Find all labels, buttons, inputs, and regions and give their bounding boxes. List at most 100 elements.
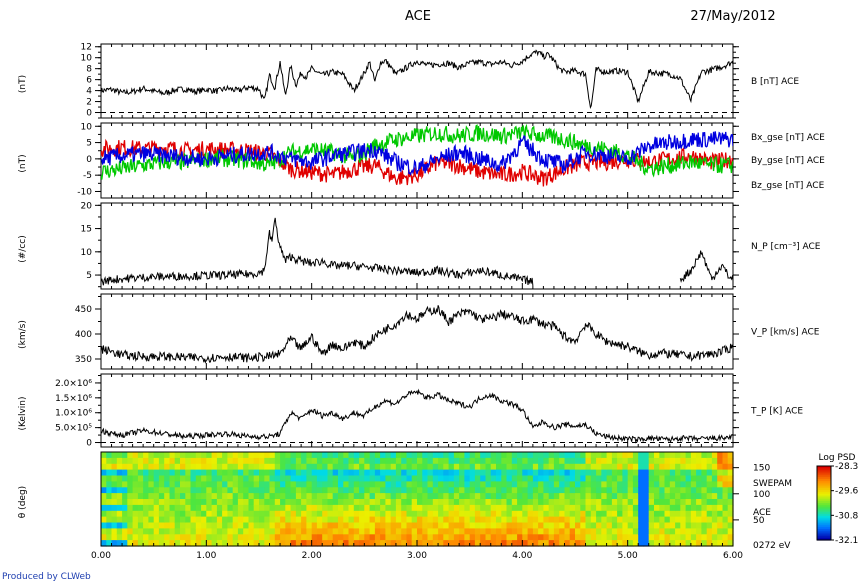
chart-title: ACE [405, 9, 431, 24]
heatmap-cell [685, 457, 692, 465]
heatmap-cell [101, 481, 107, 488]
heatmap-cell [543, 540, 550, 547]
heatmap-cell [395, 469, 402, 477]
heatmap-cell [532, 516, 539, 524]
heatmap-cell [643, 452, 650, 459]
heatmap-cell [548, 516, 555, 524]
heatmap-cell [232, 504, 239, 512]
heatmap-cell [474, 499, 481, 506]
y-tick-label: 10 [81, 122, 93, 132]
heatmap-cell [406, 487, 413, 494]
heatmap-cell [216, 528, 223, 535]
heatmap-cell [432, 504, 439, 512]
heatmap-cell [243, 540, 250, 547]
heatmap-cell [648, 499, 655, 506]
heatmap-cell [480, 516, 487, 524]
heatmap-cell [643, 463, 650, 471]
heatmap-cell [158, 504, 165, 512]
heatmap-cell [180, 481, 186, 488]
heatmap-cell [469, 534, 476, 541]
heatmap-cell [316, 463, 323, 471]
heatmap-cell [575, 499, 581, 506]
heatmap-cell [459, 469, 465, 477]
heatmap-cell [569, 510, 576, 518]
heatmap-cell [343, 469, 350, 477]
heatmap-cell [211, 469, 218, 477]
heatmap-cell [206, 481, 213, 488]
heatmap-cell [285, 452, 292, 459]
heatmap-cell [575, 457, 581, 465]
heatmap-cell [190, 481, 197, 488]
heatmap-cell [632, 510, 639, 518]
heatmap-cell [169, 516, 176, 524]
heatmap-cell [132, 487, 139, 494]
heatmap-cell [606, 463, 613, 471]
heatmap-cell [438, 534, 444, 541]
x-tick-label: 1.00 [196, 551, 216, 561]
heatmap-cell [527, 528, 534, 535]
heatmap-cell [596, 540, 602, 547]
heatmap-cell [427, 510, 434, 518]
heatmap-cell [158, 463, 165, 471]
heatmap-cell [280, 493, 286, 500]
heatmap-cell [522, 457, 529, 465]
heatmap-cell [169, 522, 176, 529]
heatmap-cell [453, 481, 460, 488]
heatmap-cell [106, 493, 113, 500]
heatmap-cell [622, 469, 629, 477]
heatmap-cell [174, 499, 181, 506]
heatmap-cell [201, 481, 207, 488]
legend-label: T_P [K] ACE [750, 407, 803, 417]
heatmap-cell [353, 452, 360, 459]
heatmap-cell [385, 487, 392, 494]
heatmap-cell [143, 469, 149, 477]
heatmap-cell [322, 499, 329, 506]
heatmap-cell [427, 463, 434, 471]
heatmap-cell [506, 510, 513, 518]
heatmap-cell [580, 534, 587, 541]
heatmap-cell [316, 487, 323, 494]
heatmap-cell [401, 522, 408, 529]
heatmap-cell [201, 534, 207, 541]
heatmap-cell [506, 457, 513, 465]
heatmap-cell [237, 516, 244, 524]
heatmap-cell [153, 481, 160, 488]
heatmap-cell [501, 493, 508, 500]
heatmap-cell [243, 481, 250, 488]
heatmap-cell [369, 540, 376, 547]
heatmap-cell [374, 522, 381, 529]
heatmap-cell [180, 493, 186, 500]
heatmap-cell [364, 457, 371, 465]
heatmap-cell [506, 463, 513, 471]
heatmap-cell [185, 452, 192, 459]
heatmap-cell [274, 481, 281, 488]
heatmap-cell [127, 534, 134, 541]
heatmap-cell [153, 475, 160, 482]
heatmap-cell [596, 522, 602, 529]
heatmap-cell [490, 510, 497, 518]
heatmap-cell [501, 499, 508, 506]
heatmap-cell [411, 510, 418, 518]
heatmap-cell [632, 481, 639, 488]
heatmap-cell [380, 481, 386, 488]
heatmap-cell [359, 463, 365, 471]
heatmap-cell [675, 534, 681, 541]
heatmap-cell [485, 499, 492, 506]
heatmap-cell [685, 499, 692, 506]
heatmap-cell [311, 481, 318, 488]
legend-label: Bx_gse [nT] ACE [751, 133, 825, 143]
heatmap-cell [232, 516, 239, 524]
heatmap-cell [280, 510, 286, 518]
heatmap-cell [711, 540, 718, 547]
heatmap-cell [380, 540, 386, 547]
heatmap-cell [575, 475, 581, 482]
heatmap-cell [496, 510, 502, 518]
heatmap-cell [327, 540, 334, 547]
heatmap-cell [301, 452, 307, 459]
heatmap-cell [222, 487, 228, 494]
heatmap-cell [690, 516, 697, 524]
heatmap-cell [717, 452, 724, 459]
heatmap-cell [290, 463, 297, 471]
heatmap-cell [406, 516, 413, 524]
heatmap-cell [248, 452, 255, 459]
